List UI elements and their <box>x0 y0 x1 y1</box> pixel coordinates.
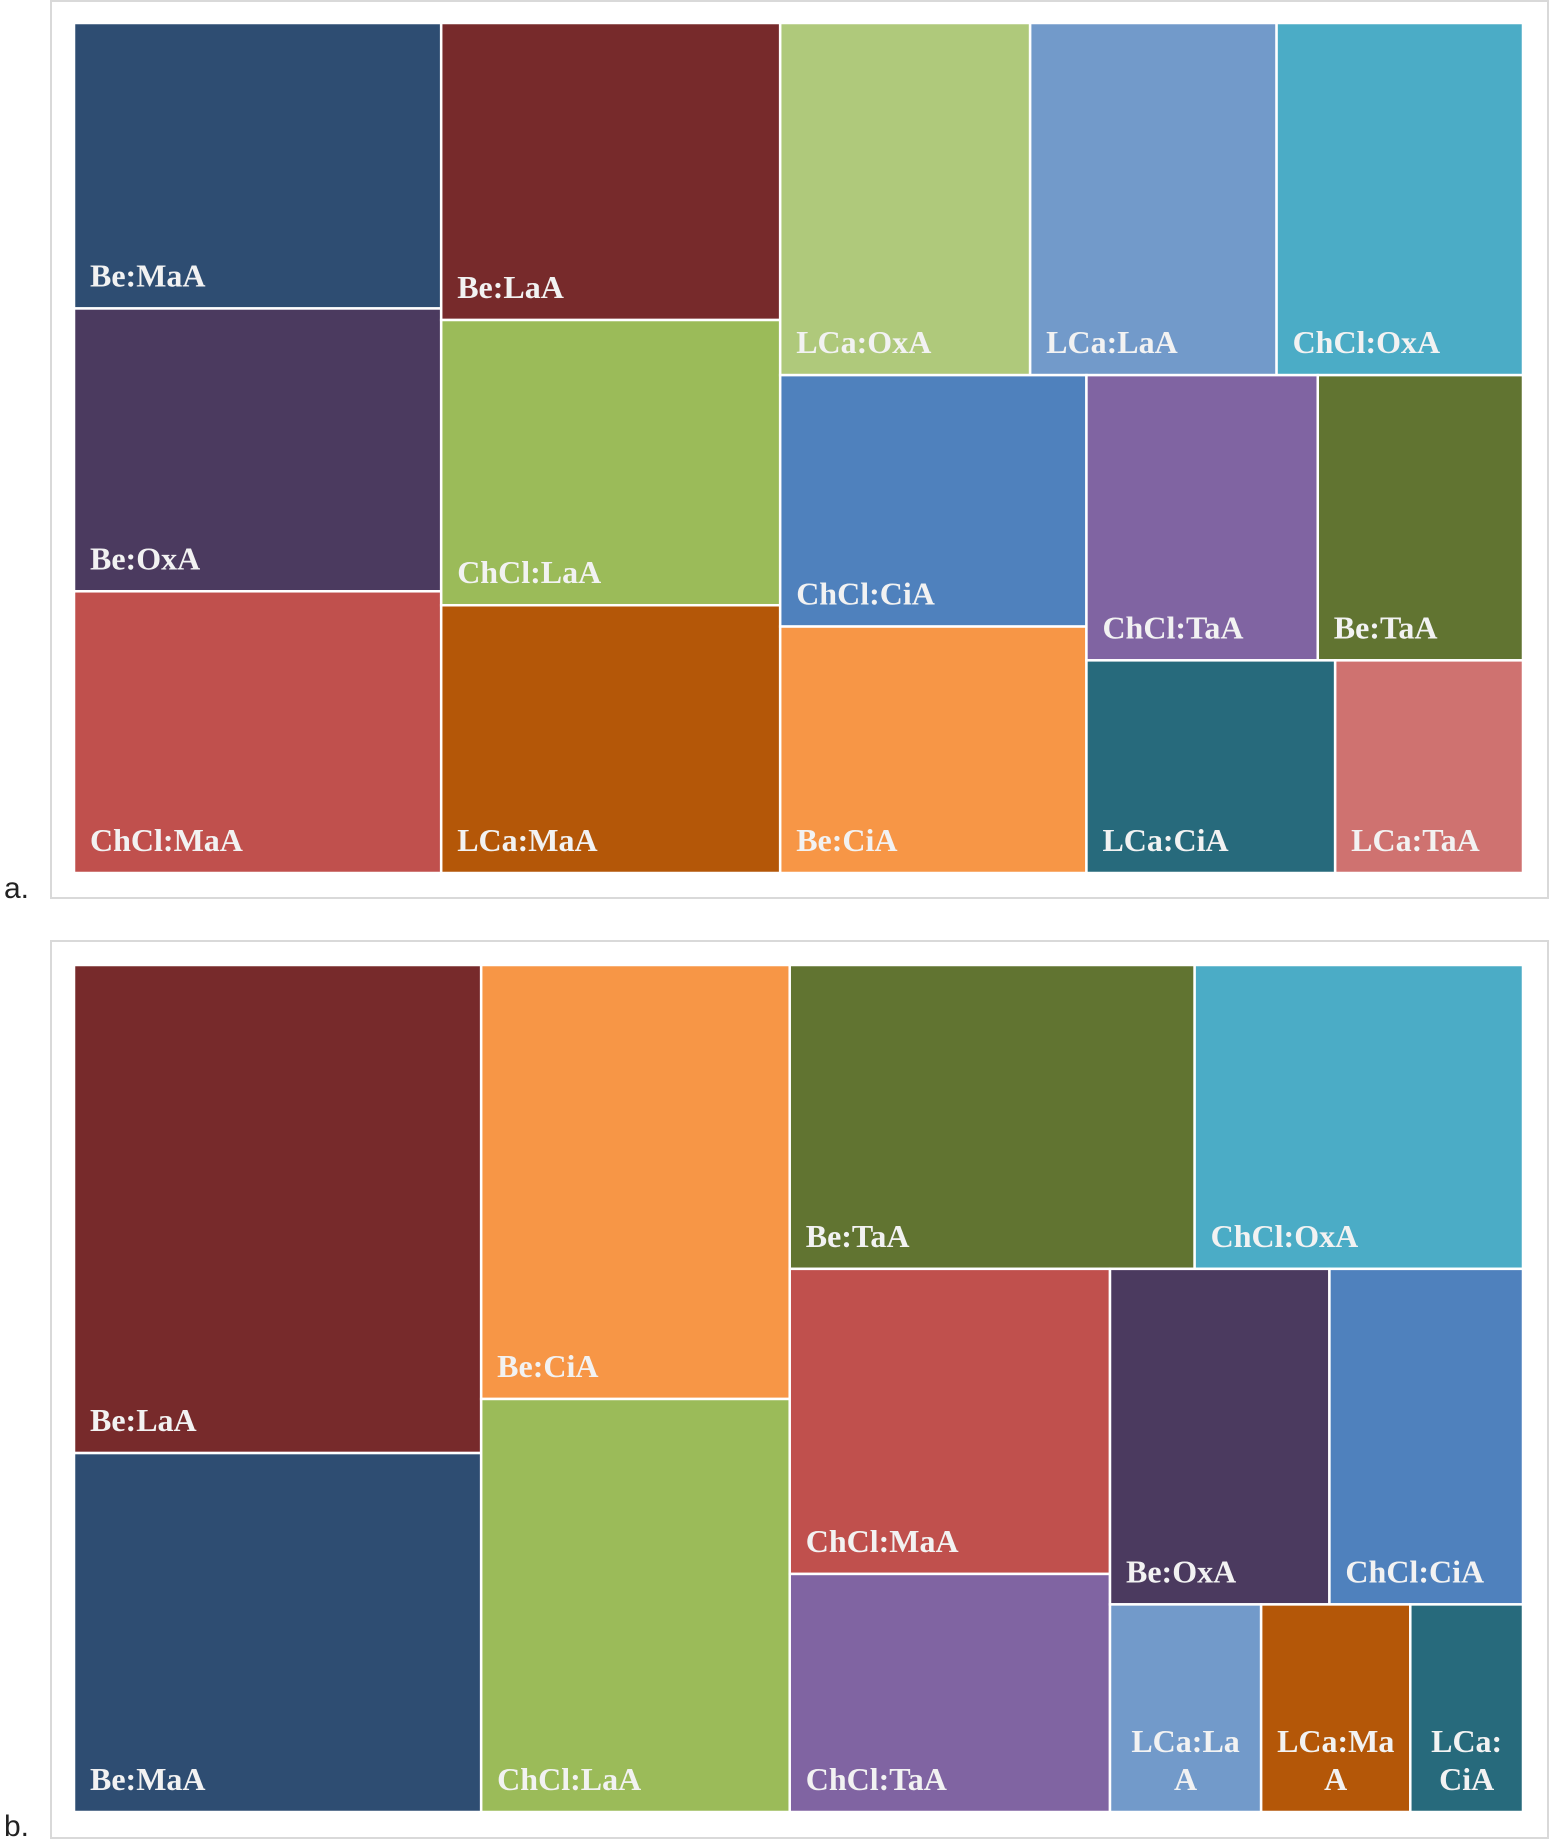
tile <box>439 318 782 607</box>
tile <box>1409 1603 1525 1814</box>
panel-label: b. <box>4 1810 29 1840</box>
tile <box>1275 21 1525 377</box>
tile <box>72 590 443 875</box>
tile <box>778 373 1088 628</box>
tile <box>1028 21 1278 377</box>
tile-label: ChCl:OxA <box>1211 1218 1359 1254</box>
tile <box>778 21 1032 377</box>
tile-label: Be:LaA <box>90 1402 197 1438</box>
tile <box>1328 1267 1525 1606</box>
tile <box>788 963 1196 1271</box>
tile-label: ChCl:MaA <box>90 822 243 858</box>
tile <box>1333 659 1525 875</box>
tile-label: LCa:CiA <box>1102 822 1228 858</box>
tile <box>72 21 443 310</box>
panel-frame <box>50 940 1549 1839</box>
tile-label: Be:MaA <box>90 257 206 293</box>
tile-label: LCa:LaA <box>1046 324 1178 360</box>
tile <box>1085 373 1320 662</box>
tile <box>72 1451 483 1814</box>
tile <box>72 963 483 1455</box>
tile <box>439 603 782 875</box>
tile-label: ChCl:CiA <box>1345 1553 1484 1589</box>
tile-label: Be:OxA <box>1126 1553 1236 1589</box>
tile <box>1259 1603 1412 1814</box>
tile-label: ChCl:CiA <box>796 576 935 612</box>
tile-label: Be:MaA <box>90 1761 206 1797</box>
tile-label: LCa:CiA <box>1431 1723 1502 1797</box>
tile-label: ChCl:MaA <box>806 1523 959 1559</box>
tile-label: ChCl:LaA <box>497 1761 641 1797</box>
tile <box>1316 373 1525 662</box>
tile <box>788 1572 1112 1814</box>
tile <box>479 1397 791 1814</box>
tile-label: LCa:TaA <box>1351 822 1480 858</box>
tile-label: Be:TaA <box>1334 609 1438 645</box>
tile-label: Be:LaA <box>457 269 564 305</box>
tile-label: ChCl:LaA <box>457 554 601 590</box>
tile-label: Be:CiA <box>796 822 897 858</box>
tile-label: Be:OxA <box>90 540 200 576</box>
tile-label: ChCl:TaA <box>1102 609 1243 645</box>
panel-frame <box>50 0 1549 899</box>
tile <box>479 963 791 1401</box>
tile-label: LCa:OxA <box>796 324 931 360</box>
tile-label: ChCl:TaA <box>806 1761 947 1797</box>
tile <box>1108 1267 1331 1606</box>
panel-label: a. <box>4 872 29 905</box>
tile-label: ChCl:OxA <box>1293 324 1441 360</box>
tile <box>1193 963 1525 1271</box>
tile-label: Be:CiA <box>497 1348 598 1384</box>
tile-label: Be:TaA <box>806 1218 910 1254</box>
tile <box>788 1267 1112 1576</box>
tile <box>439 21 782 322</box>
tile-label: LCa:MaA <box>457 822 597 858</box>
